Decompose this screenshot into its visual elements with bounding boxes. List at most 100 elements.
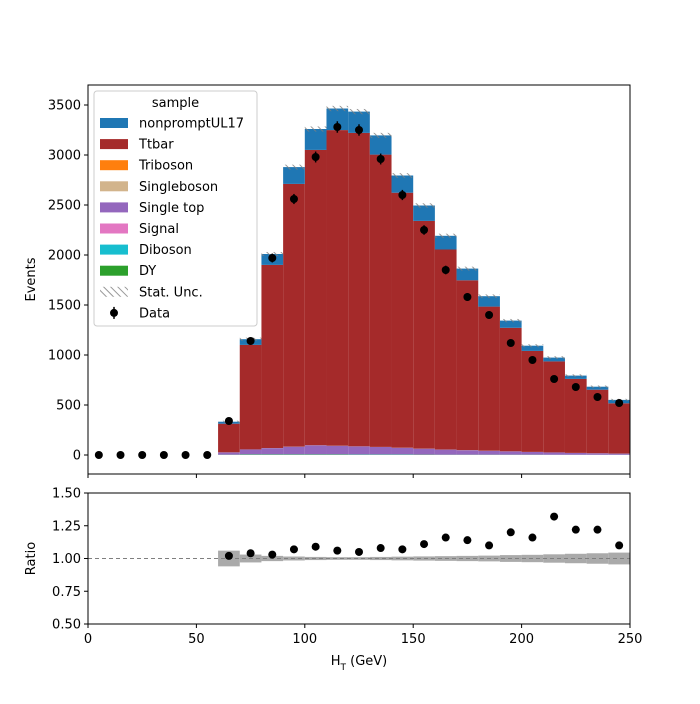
stat-unc-band (348, 109, 370, 114)
data-point (290, 195, 298, 203)
legend-swatch (100, 160, 128, 170)
bar-single-top (500, 451, 522, 454)
stat-unc-band (478, 294, 500, 298)
bar-ttbar (348, 133, 370, 446)
data-point (442, 266, 450, 274)
bar-ttbar (457, 280, 479, 450)
data-point (398, 191, 406, 199)
ratio-point (355, 548, 363, 556)
legend-swatch (100, 224, 128, 234)
bar-single-top (543, 453, 565, 455)
legend-swatch (100, 139, 128, 149)
legend-label: Triboson (138, 159, 193, 174)
data-point (528, 356, 536, 364)
main-y-axis-label: Events (24, 257, 39, 301)
data-point (95, 451, 103, 459)
legend-title: sample (152, 96, 199, 111)
stat-unc-band (305, 126, 327, 131)
legend-swatch (100, 245, 128, 255)
bar-ttbar (435, 250, 457, 450)
legend-swatch (100, 118, 128, 128)
data-point (463, 293, 471, 301)
x-axis-label: HT (GeV) (331, 654, 388, 673)
ratio-point (593, 526, 601, 534)
y-tick-label: 3500 (48, 99, 81, 114)
stacked-bars (218, 109, 630, 456)
ratio-point (247, 549, 255, 557)
ratio-point (507, 528, 515, 536)
main-x-ticks (88, 474, 630, 478)
bar-ttbar (392, 193, 414, 448)
legend-swatch-hatch (100, 287, 128, 297)
y-tick-label: 1000 (48, 349, 81, 364)
stat-unc-band (435, 234, 457, 238)
y-tick-label: 2000 (48, 249, 81, 264)
bar-ttbar (218, 424, 240, 453)
legend-label: DY (139, 264, 156, 279)
legend-swatch (100, 181, 128, 191)
bar-single-top (348, 446, 370, 454)
bar-single-top (283, 447, 305, 455)
stat-unc-band (392, 173, 414, 178)
x-tick-label: 250 (618, 632, 643, 647)
bar-ttbar (283, 184, 305, 447)
stat-unc-band (457, 267, 479, 271)
data-point (312, 153, 320, 161)
ratio-y-axis-label: Ratio (24, 542, 39, 575)
ratio-point (463, 536, 471, 544)
bar-single-top (435, 450, 457, 455)
stat-unc-band (522, 344, 544, 347)
data-point (550, 375, 558, 383)
data-point (615, 399, 623, 407)
ratio-point (420, 540, 428, 548)
ratio-y-ticks: 0.500.751.001.251.50 (52, 487, 88, 633)
stat-unc-band (500, 319, 522, 322)
stat-unc-band (543, 356, 565, 359)
bar-single-top (218, 452, 240, 454)
x-tick-label: 0 (84, 632, 92, 647)
y-tick-label: 3000 (48, 149, 81, 164)
stat-unc-band (370, 133, 392, 138)
bar-nonpromptul17 (370, 135, 392, 154)
ratio-point (377, 544, 385, 552)
bar-single-top (565, 453, 587, 455)
ratio-unc-band (348, 557, 370, 560)
ratio-unc-band (370, 557, 392, 560)
stat-unc-band (565, 374, 587, 377)
bar-ttbar (305, 150, 327, 445)
ratio-point (550, 513, 558, 521)
data-point (247, 337, 255, 345)
x-tick-label: 200 (509, 632, 534, 647)
legend-swatch (100, 266, 128, 276)
data-point (182, 451, 190, 459)
bar-single-top (392, 448, 414, 455)
data-point (485, 311, 493, 319)
bar-ttbar (261, 265, 283, 448)
data-point (377, 155, 385, 163)
ratio-unc-band (392, 557, 414, 561)
bar-ttbar (608, 403, 630, 453)
bar-single-top (305, 445, 327, 454)
ratio-point (398, 545, 406, 553)
legend-label: Signal (139, 222, 179, 237)
bar-ttbar (413, 221, 435, 449)
ratio-y-tick-label: 0.50 (52, 618, 81, 633)
legend-label: Stat. Unc. (139, 285, 203, 300)
ratio-points (225, 513, 623, 560)
ratio-unc-band (587, 553, 609, 563)
data-point (593, 393, 601, 401)
bar-nonpromptul17 (413, 206, 435, 221)
bar-single-top (326, 446, 348, 455)
bar-ttbar (240, 345, 262, 450)
data-point (355, 126, 363, 134)
legend: sample nonpromptUL17TtbarTribosonSingleb… (94, 91, 257, 326)
bar-single-top (478, 451, 500, 455)
y-tick-label: 1500 (48, 299, 81, 314)
y-tick-label: 500 (56, 399, 81, 414)
ratio-y-tick-label: 0.75 (52, 585, 81, 600)
